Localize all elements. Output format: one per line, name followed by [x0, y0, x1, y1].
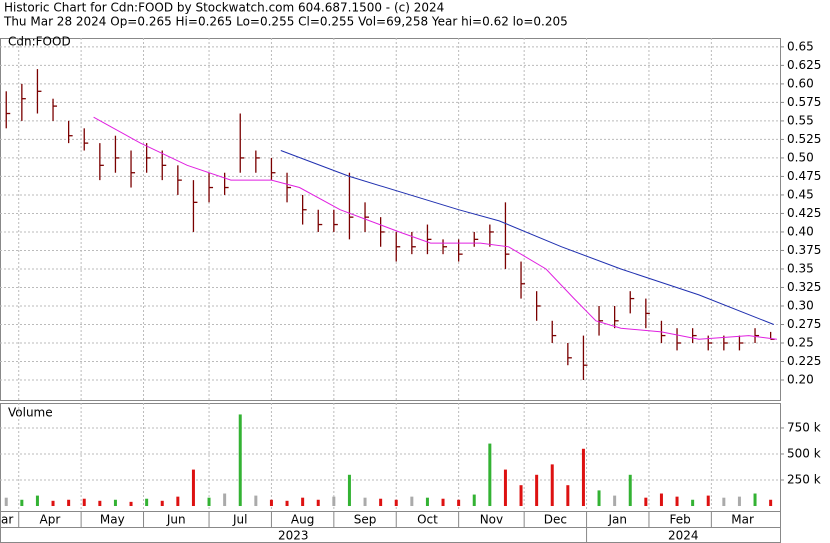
volume-bar — [113, 499, 117, 507]
x-tick-label: Jul — [232, 513, 247, 527]
moving-average — [280, 150, 774, 325]
y2-tick-label: 750 k — [787, 420, 821, 434]
volume-bar — [722, 497, 726, 507]
chart-title: Historic Chart for Cdn:FOOD by Stockwatc… — [4, 1, 444, 15]
volume-bar — [769, 499, 773, 507]
y-tick-label: 0.20 — [787, 373, 814, 387]
y-tick-label: 0.475 — [787, 169, 821, 183]
volume-bar — [535, 474, 539, 507]
x-tick-label: Nov — [480, 513, 503, 527]
volume-bar — [98, 500, 102, 507]
y-tick-label: 0.60 — [787, 76, 814, 90]
volume-bar — [191, 469, 195, 507]
volume-bar — [425, 497, 429, 507]
edge-month-label: ar — [1, 513, 13, 527]
volume-bar — [753, 493, 757, 507]
volume-bar — [347, 474, 351, 507]
volume-bar — [550, 464, 554, 507]
volume-bar — [129, 501, 133, 507]
volume-bar — [410, 496, 414, 507]
volume-bar — [67, 499, 71, 507]
moving-average — [93, 116, 777, 340]
volume-bar — [441, 498, 445, 507]
volume-bar — [254, 495, 258, 507]
volume-bar — [20, 499, 24, 507]
volume-bar — [457, 499, 461, 507]
y-tick-label: 0.625 — [787, 58, 821, 72]
x-tick-label: Aug — [291, 513, 314, 527]
y-tick-label: 0.45 — [787, 187, 814, 201]
y-tick-label: 0.40 — [787, 224, 814, 238]
y2-tick-label: 500 k — [787, 446, 821, 460]
x-tick-label: Jan — [608, 513, 628, 527]
x-tick-label: Sep — [354, 513, 377, 527]
volume-bar — [51, 500, 55, 507]
y-tick-label: 0.425 — [787, 206, 821, 220]
x-tick-label: Jun — [166, 513, 186, 527]
volume-bar — [613, 495, 617, 507]
volume-bar — [644, 497, 648, 507]
volume-bar — [35, 495, 39, 507]
y-tick-label: 0.275 — [787, 317, 821, 331]
volume-bar — [394, 499, 398, 507]
volume-bar — [566, 485, 570, 507]
volume-bar — [581, 448, 585, 507]
price-panel — [0, 38, 781, 401]
volume-bar — [472, 494, 476, 507]
volume-bar — [675, 496, 679, 507]
x-tick-label: Apr — [40, 513, 61, 527]
volume-bar — [145, 498, 149, 507]
volume-bar — [269, 499, 273, 507]
y-tick-label: 0.575 — [787, 95, 821, 109]
volume-bar — [160, 500, 164, 507]
y-tick-label: 0.25 — [787, 335, 814, 349]
volume-bar — [628, 474, 632, 507]
volume-bar — [316, 499, 320, 507]
volume-bar — [363, 497, 367, 507]
y-tick-label: 0.225 — [787, 354, 821, 368]
y-tick-label: 0.35 — [787, 261, 814, 275]
volume-bar — [332, 496, 336, 507]
volume-bar — [737, 496, 741, 507]
x-tick-label: May — [100, 513, 125, 527]
x-tick-label: Mar — [731, 513, 754, 527]
x-tick-label: Feb — [670, 513, 691, 527]
volume-bar — [223, 493, 227, 507]
volume-label: Volume — [8, 406, 53, 420]
y-tick-label: 0.30 — [787, 298, 814, 312]
y2-tick-label: 250 k — [787, 472, 821, 486]
volume-bar — [301, 497, 305, 507]
volume-bar — [4, 497, 8, 507]
volume-bar — [207, 497, 211, 507]
y-tick-label: 0.375 — [787, 243, 821, 257]
volume-bar — [659, 493, 663, 507]
volume-bar — [176, 496, 180, 507]
y-tick-label: 0.325 — [787, 280, 821, 294]
x-tick-label: Dec — [544, 513, 567, 527]
volume-bar — [379, 498, 383, 507]
volume-bar — [597, 490, 601, 507]
volume-bar — [488, 443, 492, 507]
volume-bar — [706, 495, 710, 507]
y-tick-label: 0.65 — [787, 39, 814, 53]
year-label: 2024 — [668, 529, 699, 543]
volume-bar — [82, 498, 86, 507]
volume-bar — [503, 469, 507, 507]
volume-bar — [238, 414, 242, 507]
year-label: 2023 — [278, 529, 309, 543]
x-tick-label: Oct — [417, 513, 438, 527]
chart-subtitle: Thu Mar 28 2024 Op=0.265 Hi=0.265 Lo=0.2… — [3, 15, 568, 29]
y-tick-label: 0.55 — [787, 113, 814, 127]
volume-bar — [691, 499, 695, 507]
y-tick-label: 0.525 — [787, 132, 821, 146]
y-tick-label: 0.50 — [787, 150, 814, 164]
volume-bar — [519, 485, 523, 507]
volume-bar — [285, 500, 289, 507]
symbol-label: Cdn:FOOD — [8, 35, 71, 49]
